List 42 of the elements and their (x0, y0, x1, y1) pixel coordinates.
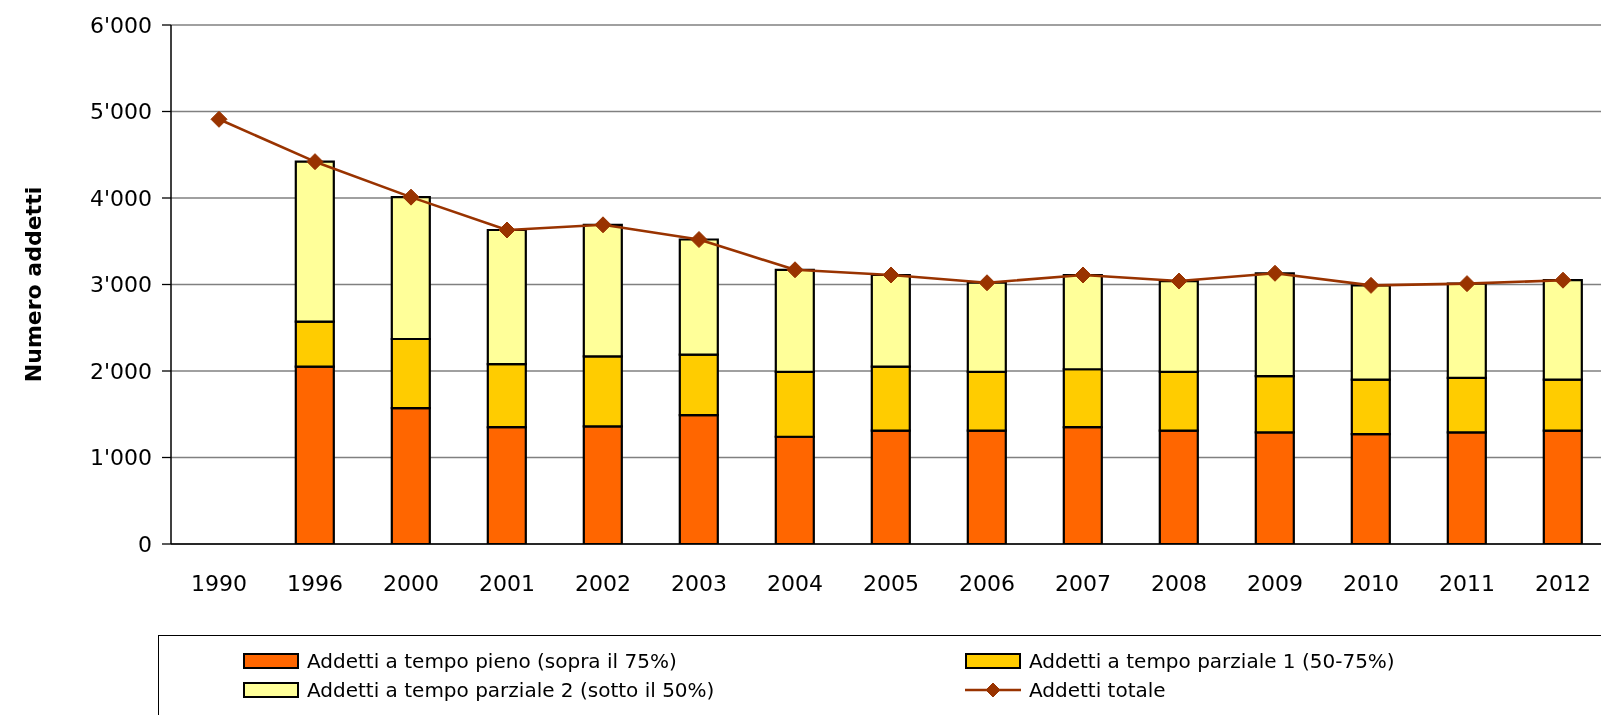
point (690, 231, 708, 249)
point (594, 216, 612, 234)
x-tick-label: 1996 (287, 570, 343, 596)
point (1554, 271, 1572, 289)
y-tick-label: 0 (138, 531, 152, 557)
x-tick-label: 2004 (767, 570, 823, 596)
y-tick-label: 3'000 (89, 272, 152, 298)
legend-label: Addetti a tempo pieno (sopra il 75%) (307, 649, 677, 673)
x-tick-label: 2000 (383, 570, 439, 596)
point (306, 153, 324, 171)
x-tick-label: 2005 (863, 570, 919, 596)
point (978, 274, 996, 292)
point (1458, 275, 1476, 293)
point (1074, 266, 1092, 284)
y-tick-label: 4'000 (89, 185, 152, 211)
x-tick-label: 2009 (1247, 570, 1303, 596)
point (210, 110, 228, 128)
x-tick-label: 1990 (191, 570, 247, 596)
point (1362, 276, 1380, 294)
y-axis-title: Numero addetti (20, 186, 46, 383)
x-tick-label: 2010 (1343, 570, 1399, 596)
x-tick-label: 2002 (575, 570, 631, 596)
y-tick-label: 1'000 (89, 445, 152, 471)
x-tick-label: 2007 (1055, 570, 1111, 596)
point (1170, 272, 1188, 290)
x-tick-label: 2001 (479, 570, 535, 596)
y-tick-label: 2'000 (89, 358, 152, 384)
y-tick-label: 5'000 (89, 99, 152, 125)
point (1266, 264, 1284, 282)
x-tick-label: 2006 (959, 570, 1015, 596)
point (498, 221, 516, 239)
point (786, 261, 804, 279)
point (882, 266, 900, 284)
x-tick-label: 2011 (1439, 570, 1495, 596)
y-tick-label: 6'000 (89, 12, 152, 38)
legend-label: Addetti a tempo parziale 1 (50-75%) (1029, 649, 1395, 673)
x-tick-label: 2003 (671, 570, 727, 596)
legend-label: Addetti totale (1029, 678, 1166, 702)
x-tick-label: 2012 (1535, 570, 1591, 596)
x-tick-label: 2008 (1151, 570, 1207, 596)
point (402, 188, 420, 206)
legend-label: Addetti a tempo parziale 2 (sotto il 50%) (307, 678, 715, 702)
